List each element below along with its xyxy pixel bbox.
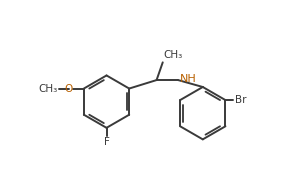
Text: CH₃: CH₃ bbox=[39, 84, 58, 94]
Text: Br: Br bbox=[235, 95, 246, 105]
Text: O: O bbox=[64, 84, 72, 94]
Text: NH: NH bbox=[180, 74, 197, 84]
Text: F: F bbox=[104, 137, 110, 147]
Text: CH₃: CH₃ bbox=[164, 50, 183, 60]
